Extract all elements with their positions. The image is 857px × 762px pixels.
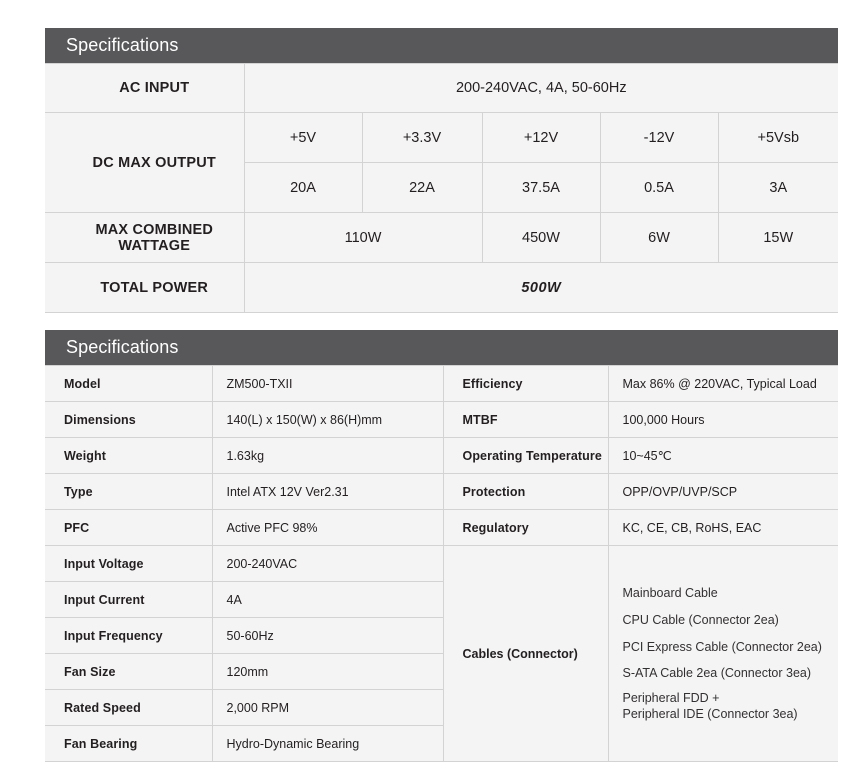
spec-value-input-frequency: 50-60Hz — [211, 617, 443, 655]
spec-key-fan-size: Fan Size — [45, 653, 212, 691]
spec-key-rated-speed: Rated Speed — [45, 689, 212, 727]
rail-name-5vsb: +5Vsb — [717, 112, 839, 164]
detail-specifications-table: Model ZM500-TXII Efficiency Max 86% @ 22… — [45, 365, 838, 762]
power-specifications-block: Specifications AC INPUT 200-240VAC, 4A, … — [45, 28, 839, 314]
rail-current-5vsb: 3A — [717, 162, 839, 214]
max-combined-wattage-label: MAX COMBINED WATTAGE — [45, 212, 244, 264]
table-row: AC INPUT 200-240VAC, 4A, 50-60Hz — [45, 63, 839, 114]
table-row: PFC Active PFC 98% Regulatory KC, CE, CB… — [45, 509, 838, 547]
dc-max-output-label: DC MAX OUTPUT — [45, 112, 244, 214]
total-power-label: TOTAL POWER — [45, 262, 244, 314]
ac-input-value: 200-240VAC, 4A, 50-60Hz — [243, 63, 839, 114]
list-item: PCI Express Cable (Connector 2ea) — [622, 639, 822, 654]
table-row: Fan Size 120mm — [45, 653, 838, 691]
list-item: Peripheral FDD + Peripheral IDE (Connect… — [623, 687, 838, 726]
list-item: CPU Cable (Connector 2ea) — [622, 613, 779, 628]
spec-value-protection: OPP/OVP/UVP/SCP — [607, 473, 838, 511]
spec-key-model: Model — [45, 365, 212, 403]
table-row: MAX COMBINED WATTAGE 110W 450W 6W 15W — [45, 212, 839, 264]
detail-specifications-block: Specifications Model ZM500-TXII Efficien… — [45, 330, 838, 762]
table-row: Dimensions 140(L) x 150(W) x 86(H)mm MTB… — [45, 401, 838, 439]
spec-key-protection: Protection — [442, 473, 608, 511]
spec-value-fan-bearing: Hydro-Dynamic Bearing — [211, 725, 443, 762]
table-row: DC MAX OUTPUT +5V +3.3V +12V -12V +5Vsb — [45, 112, 839, 214]
spec-key-input-frequency: Input Frequency — [45, 617, 212, 655]
spec-value-rated-speed: 2,000 RPM — [211, 689, 443, 727]
spec-key-pfc: PFC — [45, 509, 212, 547]
spec-value-operating-temperature: 10~45℃ — [607, 437, 838, 475]
wattage-combined-110w: 110W — [243, 212, 482, 264]
list-item: Mainboard Cable — [622, 586, 718, 601]
spec-value-input-voltage: 200-240VAC — [211, 545, 443, 583]
rail-current-neg12v: 0.5A — [599, 162, 718, 214]
table-row: Weight 1.63kg Operating Temperature 10~4… — [45, 437, 838, 475]
rail-current-3v3: 22A — [361, 162, 482, 214]
spec-key-input-current: Input Current — [45, 581, 212, 619]
wattage-neg12v-6w: 6W — [599, 212, 718, 264]
ac-input-label: AC INPUT — [45, 63, 244, 114]
spec-key-weight: Weight — [45, 437, 212, 475]
cable-peripheral-line2: Peripheral IDE (Connector 3ea) — [622, 707, 798, 722]
max-combined-wattage-label-line1: MAX COMBINED — [95, 221, 214, 238]
spec-value-regulatory: KC, CE, CB, RoHS, EAC — [607, 509, 838, 547]
cable-list: Mainboard Cable CPU Cable (Connector 2ea… — [623, 575, 838, 733]
power-specifications-header: Specifications — [45, 28, 838, 64]
spec-value-fan-size: 120mm — [211, 653, 443, 691]
table-row: Type Intel ATX 12V Ver2.31 Protection OP… — [45, 473, 838, 511]
table-row: TOTAL POWER 500W — [45, 262, 839, 314]
spec-value-mtbf: 100,000 Hours — [607, 401, 838, 439]
rail-name-12v: +12V — [481, 112, 600, 164]
spec-key-input-voltage: Input Voltage — [45, 545, 212, 583]
max-combined-wattage-label-line2: WATTAGE — [118, 237, 191, 254]
spec-value-model: ZM500-TXII — [211, 365, 443, 403]
cable-peripheral-line1: Peripheral FDD + — [622, 691, 720, 706]
spec-key-dimensions: Dimensions — [45, 401, 212, 439]
wattage-12v-450w: 450W — [481, 212, 600, 264]
table-row: Model ZM500-TXII Efficiency Max 86% @ 22… — [45, 365, 838, 403]
wattage-5vsb-15w: 15W — [717, 212, 839, 264]
rail-current-5v: 20A — [243, 162, 362, 214]
spec-value-pfc: Active PFC 98% — [211, 509, 443, 547]
list-item: S-ATA Cable 2ea (Connector 3ea) — [622, 666, 812, 681]
rail-name-5v: +5V — [243, 112, 362, 164]
spec-key-regulatory: Regulatory — [442, 509, 608, 547]
spec-value-efficiency: Max 86% @ 220VAC, Typical Load — [607, 365, 838, 403]
rail-name-3v3: +3.3V — [361, 112, 482, 164]
rail-name-neg12v: -12V — [599, 112, 718, 164]
spec-key-mtbf: MTBF — [442, 401, 608, 439]
spec-key-cables-connector: Cables (Connector) — [442, 545, 608, 762]
spec-key-type: Type — [45, 473, 212, 511]
total-power-value: 500W — [243, 262, 839, 314]
spec-value-type: Intel ATX 12V Ver2.31 — [211, 473, 443, 511]
spec-key-operating-temperature: Operating Temperature — [442, 437, 608, 475]
table-row: Input Frequency 50-60Hz — [45, 617, 838, 655]
spec-value-input-current: 4A — [211, 581, 443, 619]
table-row: Input Voltage 200-240VAC Cables (Connect… — [45, 545, 838, 762]
power-specifications-table: AC INPUT 200-240VAC, 4A, 50-60Hz DC MAX … — [45, 63, 839, 314]
spec-value-weight: 1.63kg — [211, 437, 443, 475]
spec-value-dimensions: 140(L) x 150(W) x 86(H)mm — [211, 401, 443, 439]
table-row: 20A 22A 37.5A 0.5A 3A — [45, 162, 839, 214]
spec-value-cables-connector: Mainboard Cable CPU Cable (Connector 2ea… — [607, 545, 838, 762]
table-row: Rated Speed 2,000 RPM — [45, 689, 838, 727]
spec-key-efficiency: Efficiency — [442, 365, 608, 403]
rail-current-12v: 37.5A — [481, 162, 600, 214]
spec-key-fan-bearing: Fan Bearing — [45, 725, 212, 762]
detail-specifications-header: Specifications — [45, 330, 838, 366]
